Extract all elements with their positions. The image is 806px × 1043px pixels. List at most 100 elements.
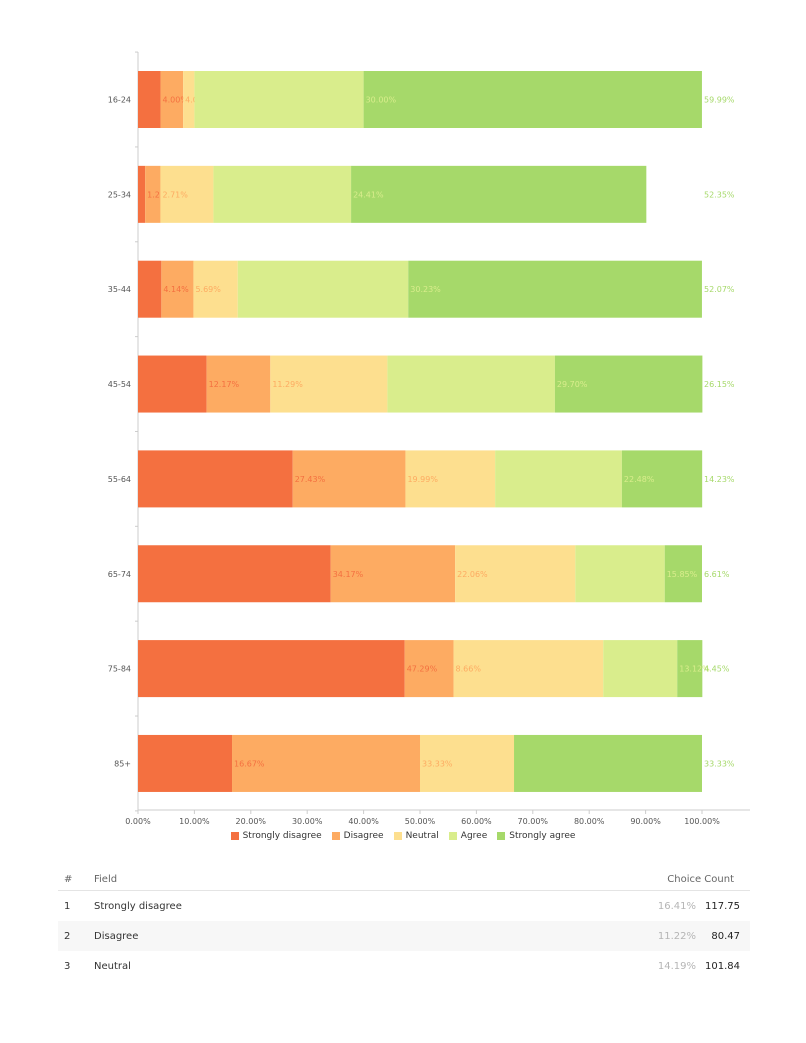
bar-segment (138, 260, 162, 318)
data-label: 30.23% (410, 285, 441, 294)
bar-segment (160, 165, 214, 223)
category-label: 16-24 (108, 96, 131, 105)
bar-segment (575, 545, 665, 603)
data-label: 11.29% (272, 380, 303, 389)
x-tick-label: 70.00% (518, 817, 549, 826)
x-tick-label: 50.00% (405, 817, 436, 826)
bar-segment (160, 71, 184, 128)
bar-segment (677, 640, 703, 698)
bar-segment (363, 71, 702, 128)
category-label: 45-54 (108, 380, 131, 389)
bar-segment (664, 545, 702, 603)
bar-segment (138, 734, 233, 792)
data-label: 15.85% (667, 570, 698, 579)
bar-segment (270, 355, 388, 413)
legend-swatch (393, 832, 402, 840)
row-number: 2 (64, 930, 71, 942)
category-label: 25-34 (108, 190, 131, 199)
table-row: 3 Neutral 14.19% 101.84 (58, 951, 750, 981)
data-label: 52.07% (704, 285, 735, 294)
bar-segment (455, 545, 576, 603)
bar-segment (213, 165, 352, 223)
data-label: 13.12% (679, 665, 710, 674)
bar-segment (138, 71, 161, 128)
table-row: 2 Disagree 11.22% 80.47 (58, 921, 750, 951)
data-label: 52.35% (704, 190, 735, 199)
row-number: 1 (64, 900, 71, 912)
data-label: 8.66% (456, 665, 482, 674)
bar-segment (138, 640, 405, 698)
table-row: 1 Strongly disagree 16.41% 117.75 (58, 891, 750, 921)
legend-swatch (497, 832, 506, 840)
data-label: 47.29% (407, 665, 438, 674)
data-label: 34.17% (333, 570, 364, 579)
data-label: 2.71% (162, 190, 188, 199)
data-label: 22.48% (624, 475, 655, 484)
data-label: 33.33% (422, 759, 453, 768)
bar-segment (495, 450, 622, 508)
category-label: 35-44 (108, 285, 131, 294)
legend-swatch (448, 832, 457, 840)
data-label: 29.70% (557, 380, 588, 389)
bar-segment (621, 450, 703, 508)
bar-segment (420, 734, 515, 792)
legend-item-neutral[interactable]: Neutral (393, 831, 439, 841)
column-header-number: # (64, 873, 73, 885)
bar-segment (408, 260, 702, 318)
legend-label: Strongly agree (509, 831, 576, 841)
category-label: 75-84 (108, 665, 131, 674)
category-label: 55-64 (108, 475, 131, 484)
x-tick-label: 20.00% (236, 817, 267, 826)
bar-segment (161, 260, 194, 318)
row-count: 117.75 (705, 900, 740, 912)
column-header-choice-count[interactable]: Choice Count (667, 873, 734, 885)
data-label: 1.27% (147, 190, 173, 199)
bar-segment (351, 165, 647, 223)
x-tick-label: 40.00% (348, 817, 379, 826)
data-label: 22.06% (457, 570, 488, 579)
data-label: 12.17% (209, 380, 240, 389)
category-label: 85+ (114, 759, 131, 768)
x-tick-label: 60.00% (461, 817, 492, 826)
legend-swatch (230, 832, 239, 840)
x-tick-label: 100.00% (684, 817, 720, 826)
legend-item-strongly-agree[interactable]: Strongly agree (497, 831, 575, 841)
data-label: 30.00% (366, 96, 397, 105)
x-tick-label: 10.00% (179, 817, 210, 826)
bar-segment (453, 640, 604, 698)
bar-segment (138, 450, 293, 508)
bar-segment (183, 71, 195, 128)
row-count: 80.47 (711, 930, 740, 942)
x-tick-label: 80.00% (574, 817, 605, 826)
row-field: Disagree (94, 930, 139, 942)
column-header-field: Field (94, 873, 118, 885)
data-label: 59.99% (704, 96, 735, 105)
data-label: 24.41% (353, 190, 384, 199)
legend-swatch (331, 832, 340, 840)
row-field: Strongly disagree (94, 900, 182, 912)
legend-item-agree[interactable]: Agree (448, 831, 488, 841)
legend-label: Disagree (343, 831, 384, 841)
bar-segment (387, 355, 555, 413)
bar-segment (603, 640, 678, 698)
bar-segment (193, 260, 238, 318)
data-label: 6.61% (704, 570, 730, 579)
row-count: 101.84 (705, 960, 740, 972)
legend-item-strongly-disagree[interactable]: Strongly disagree (230, 831, 322, 841)
row-number: 3 (64, 960, 71, 972)
row-field: Neutral (94, 960, 131, 972)
x-tick-label: 30.00% (292, 817, 323, 826)
bar-segment (138, 545, 331, 603)
data-label: 14.23% (704, 475, 735, 484)
data-label: 5.69% (195, 285, 221, 294)
x-tick-label: 90.00% (630, 817, 661, 826)
legend-item-disagree[interactable]: Disagree (331, 831, 384, 841)
x-tick-label: 0.00% (125, 817, 151, 826)
legend-label: Agree (460, 831, 488, 841)
data-label: 4.00% (163, 96, 189, 105)
data-label: 26.15% (704, 380, 735, 389)
bar-segment (292, 450, 406, 508)
data-label: 19.99% (407, 475, 438, 484)
bar-segment (404, 640, 454, 698)
choice-count-table: # Field Choice Count 1 Strongly disagree… (58, 868, 750, 981)
